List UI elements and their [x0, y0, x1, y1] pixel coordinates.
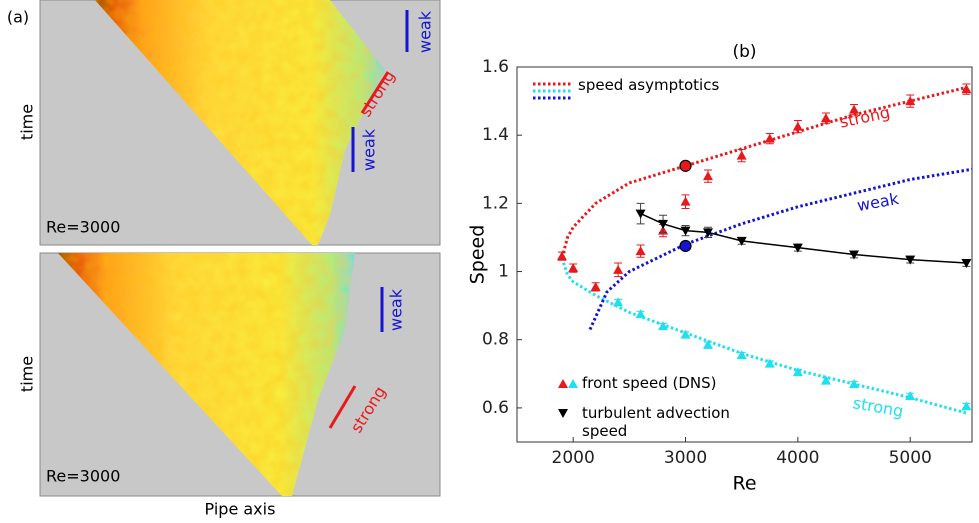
x-axis-label: Re — [732, 473, 756, 495]
point — [820, 113, 831, 123]
point — [961, 259, 972, 269]
point — [792, 367, 803, 377]
point — [764, 358, 775, 368]
point — [635, 246, 646, 256]
point — [680, 196, 691, 206]
y-tick-label: 0.6 — [482, 398, 509, 418]
turbulent-region — [95, 0, 385, 245]
panel-label: (a) — [7, 8, 29, 27]
legend-swatch — [568, 379, 578, 388]
point — [849, 379, 860, 389]
annotation: weak — [855, 189, 900, 215]
slope-marker — [360, 71, 390, 114]
point — [556, 251, 567, 261]
point — [736, 150, 747, 160]
plot-area — [516, 66, 973, 443]
x-tick-label: 4000 — [776, 448, 819, 468]
x-tick-label: 5000 — [889, 448, 932, 468]
point — [613, 297, 624, 307]
point — [820, 375, 831, 385]
axis-label: time — [18, 104, 37, 140]
point — [736, 236, 747, 246]
point — [635, 209, 646, 219]
chart-title: (b) — [732, 42, 756, 62]
y-tick-label: 0.8 — [482, 330, 509, 350]
asymptotic-curve — [560, 85, 967, 259]
point — [905, 255, 916, 265]
point — [792, 243, 803, 253]
point — [905, 390, 916, 400]
annotation: strong — [838, 102, 892, 131]
series-line — [640, 212, 967, 264]
legend-label: front speed (DNS) — [582, 374, 717, 392]
annotation: weak — [416, 10, 435, 53]
point — [702, 171, 713, 181]
point — [905, 96, 916, 106]
annotation: weak — [360, 128, 379, 171]
point — [961, 401, 972, 411]
point — [849, 250, 860, 260]
y-tick-label: 1.6 — [482, 57, 509, 77]
point — [679, 159, 692, 172]
turbulent-region — [58, 253, 355, 496]
annotation: Re=3000 — [46, 467, 120, 486]
point — [635, 309, 646, 319]
point — [702, 339, 713, 349]
point — [658, 321, 669, 331]
x-tick-label: 3000 — [664, 448, 707, 468]
point — [568, 263, 579, 273]
point — [849, 104, 860, 114]
slope-marker — [328, 385, 357, 429]
annotation: weak — [387, 288, 406, 331]
legend-swatch — [558, 379, 568, 388]
axis-label: time — [18, 356, 37, 392]
y-tick-label: 1.2 — [482, 193, 509, 213]
point — [961, 84, 972, 94]
legend-label: speed asymptotics — [578, 76, 720, 94]
annotation: strong — [851, 393, 904, 421]
point — [736, 350, 747, 360]
y-tick-label: 1.4 — [482, 125, 509, 145]
y-tick-label: 1 — [498, 262, 509, 282]
x-tick-label: 2000 — [552, 448, 595, 468]
point — [792, 121, 803, 131]
annotation: Re=3000 — [46, 218, 120, 237]
axis-label: Pipe axis — [205, 500, 276, 519]
legend-swatch — [558, 409, 568, 418]
point — [680, 226, 691, 236]
asymptotic-curve — [588, 167, 973, 331]
point — [679, 239, 692, 253]
y-axis-label: Speed — [467, 225, 489, 285]
legend-label: turbulent advection speed — [582, 404, 730, 440]
point — [680, 329, 691, 339]
point — [702, 228, 713, 238]
point — [764, 133, 775, 143]
point — [658, 219, 669, 229]
point — [590, 281, 601, 291]
point — [613, 264, 624, 274]
